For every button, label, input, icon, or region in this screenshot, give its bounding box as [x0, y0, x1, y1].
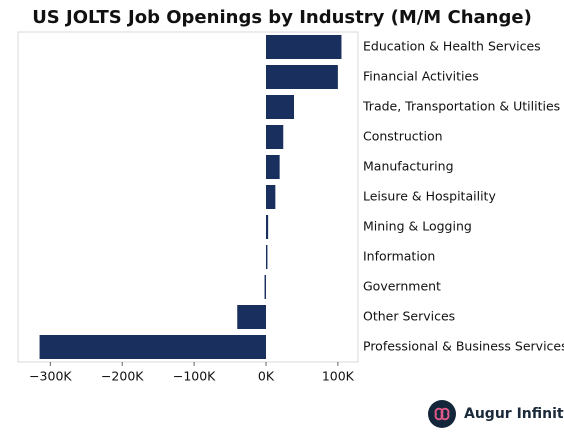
bar	[39, 335, 266, 359]
y-tick-label: Education & Health Services	[363, 39, 541, 54]
y-tick-label: Mining & Logging	[363, 219, 472, 234]
y-tick-label: Other Services	[363, 309, 455, 324]
x-tick-label: −300K	[29, 369, 72, 384]
bar	[265, 125, 284, 149]
y-tick-label: Leisure & Hospitaility	[363, 189, 496, 204]
brand-name: Augur Infinity	[464, 406, 564, 422]
x-tick-label: −100K	[173, 369, 216, 384]
y-tick-label: Manufacturing	[363, 159, 454, 174]
bar	[265, 245, 268, 269]
bar	[265, 185, 276, 209]
y-tick-label: Information	[363, 249, 435, 264]
y-tick-label: Financial Activities	[363, 69, 479, 84]
bar	[265, 65, 338, 89]
x-tick-label: 100K	[322, 369, 355, 384]
brand-logo	[428, 400, 456, 428]
bar	[265, 215, 269, 239]
y-tick-label: Professional & Business Services	[363, 339, 564, 354]
x-tick-label: 0K	[258, 369, 275, 384]
y-tick-label: Government	[363, 279, 441, 294]
bar	[264, 275, 266, 299]
chart-title: US JOLTS Job Openings by Industry (M/M C…	[32, 7, 532, 28]
bar	[237, 305, 266, 329]
y-tick-label: Trade, Transportation & Utilities	[362, 99, 560, 114]
x-tick-label: −200K	[101, 369, 144, 384]
bar	[265, 155, 280, 179]
y-tick-label: Construction	[363, 129, 443, 144]
bar	[265, 35, 342, 59]
plot-frame	[17, 31, 359, 363]
bar	[265, 95, 295, 119]
